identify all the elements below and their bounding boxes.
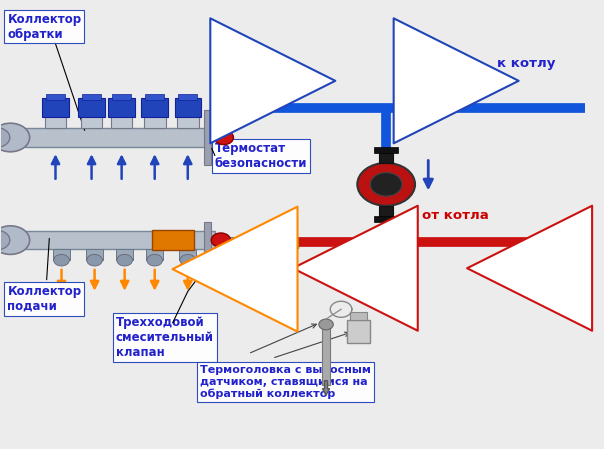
Bar bbox=[141, 98, 168, 117]
Bar bbox=[146, 249, 163, 260]
Bar bbox=[268, 225, 282, 242]
Bar bbox=[53, 249, 70, 260]
Bar bbox=[108, 98, 135, 117]
Bar bbox=[112, 94, 131, 100]
Bar bbox=[215, 237, 233, 244]
Circle shape bbox=[265, 254, 284, 268]
Text: к котлу: к котлу bbox=[498, 57, 556, 70]
Bar bbox=[86, 249, 103, 260]
Circle shape bbox=[180, 255, 196, 266]
Circle shape bbox=[147, 255, 162, 266]
Bar bbox=[379, 153, 393, 163]
Bar bbox=[215, 134, 230, 141]
Bar bbox=[323, 327, 330, 385]
Bar bbox=[144, 116, 165, 128]
Text: Трехходовой
смесительный
клапан: Трехходовой смесительный клапан bbox=[115, 316, 214, 359]
Circle shape bbox=[370, 172, 402, 196]
Text: Термоголовка с выносным
датчиком, ставящимся на
обратный коллектор: Термоголовка с выносным датчиком, ставящ… bbox=[200, 365, 371, 399]
Bar bbox=[42, 98, 69, 117]
Bar bbox=[81, 116, 103, 128]
Bar bbox=[152, 230, 194, 250]
Bar bbox=[374, 216, 398, 222]
Text: Термостат
безопасности: Термостат безопасности bbox=[215, 142, 307, 170]
Circle shape bbox=[260, 232, 289, 253]
Bar bbox=[204, 110, 211, 165]
Circle shape bbox=[54, 255, 69, 266]
Bar bbox=[79, 98, 105, 117]
Circle shape bbox=[117, 255, 132, 266]
Bar bbox=[111, 116, 132, 128]
Bar bbox=[268, 242, 282, 260]
Bar bbox=[25, 128, 215, 147]
Bar bbox=[379, 206, 393, 216]
Text: от котла: от котла bbox=[422, 209, 489, 222]
Bar bbox=[179, 249, 196, 260]
Bar bbox=[82, 94, 101, 100]
Bar bbox=[350, 313, 367, 321]
Bar bbox=[347, 321, 370, 343]
Circle shape bbox=[319, 319, 333, 330]
Circle shape bbox=[214, 130, 234, 145]
Circle shape bbox=[0, 123, 30, 152]
Bar bbox=[116, 249, 133, 260]
Bar bbox=[46, 94, 65, 100]
Bar bbox=[251, 237, 275, 248]
FancyArrow shape bbox=[323, 381, 330, 395]
Circle shape bbox=[211, 233, 231, 247]
Circle shape bbox=[358, 163, 415, 206]
Bar bbox=[275, 237, 298, 248]
Bar bbox=[177, 116, 199, 128]
Circle shape bbox=[0, 230, 10, 250]
Circle shape bbox=[87, 255, 103, 266]
Bar bbox=[175, 98, 201, 117]
Circle shape bbox=[0, 226, 30, 255]
Bar bbox=[145, 94, 164, 100]
Bar bbox=[178, 94, 198, 100]
Bar bbox=[25, 231, 215, 249]
Circle shape bbox=[0, 128, 10, 147]
Bar bbox=[45, 116, 66, 128]
Bar bbox=[374, 147, 398, 153]
Bar bbox=[204, 222, 211, 258]
Text: Коллектор
подачи: Коллектор подачи bbox=[7, 285, 82, 313]
Text: Коллектор
обратки: Коллектор обратки bbox=[7, 13, 82, 40]
